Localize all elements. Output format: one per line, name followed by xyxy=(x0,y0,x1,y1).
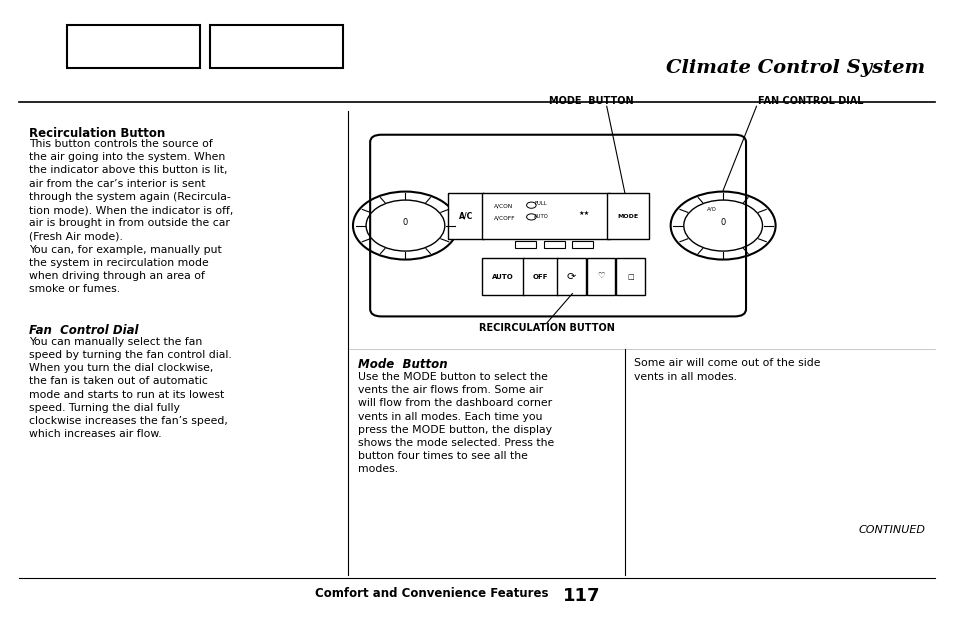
Bar xyxy=(543,241,564,248)
Bar xyxy=(515,241,536,248)
Text: FULL: FULL xyxy=(534,201,546,206)
Text: A/O: A/O xyxy=(706,206,716,211)
FancyBboxPatch shape xyxy=(448,193,483,239)
Text: 0: 0 xyxy=(402,218,408,227)
Text: AUTO: AUTO xyxy=(492,274,513,279)
FancyBboxPatch shape xyxy=(67,25,200,68)
Text: ♡: ♡ xyxy=(597,272,604,281)
Bar xyxy=(572,241,593,248)
Text: Use the MODE button to select the
vents the air flows from. Some air
will flow f: Use the MODE button to select the vents … xyxy=(357,372,554,475)
Text: ⟳: ⟳ xyxy=(566,271,576,282)
Text: AUTO: AUTO xyxy=(534,214,548,219)
Text: Recirculation Button: Recirculation Button xyxy=(29,127,165,140)
Text: Climate Control System: Climate Control System xyxy=(665,59,924,77)
FancyBboxPatch shape xyxy=(481,258,523,295)
Text: ★★: ★★ xyxy=(578,211,590,216)
FancyBboxPatch shape xyxy=(370,135,745,316)
FancyBboxPatch shape xyxy=(210,25,343,68)
FancyBboxPatch shape xyxy=(606,193,648,239)
Text: 0: 0 xyxy=(720,218,725,227)
FancyBboxPatch shape xyxy=(481,193,609,239)
FancyBboxPatch shape xyxy=(522,258,558,295)
FancyBboxPatch shape xyxy=(557,258,585,295)
Text: MODE  BUTTON: MODE BUTTON xyxy=(549,96,633,106)
Text: A/COFF: A/COFF xyxy=(494,215,516,220)
Text: FAN CONTROL DIAL: FAN CONTROL DIAL xyxy=(758,96,863,106)
Text: Comfort and Convenience Features: Comfort and Convenience Features xyxy=(314,587,548,600)
Text: Fan  Control Dial: Fan Control Dial xyxy=(29,324,138,337)
Text: Some air will come out of the side
vents in all modes.: Some air will come out of the side vents… xyxy=(634,358,820,382)
Text: CONTINUED: CONTINUED xyxy=(858,525,924,535)
Text: 117: 117 xyxy=(562,587,599,605)
FancyBboxPatch shape xyxy=(586,258,615,295)
Text: OFF: OFF xyxy=(532,274,548,279)
Text: MODE: MODE xyxy=(617,214,638,219)
Text: Mode  Button: Mode Button xyxy=(357,358,447,371)
Text: This button controls the source of
the air going into the system. When
the indic: This button controls the source of the a… xyxy=(29,139,233,294)
Text: RECIRCULATION BUTTON: RECIRCULATION BUTTON xyxy=(478,323,614,333)
Text: You can manually select the fan
speed by turning the fan control dial.
When you : You can manually select the fan speed by… xyxy=(29,337,232,439)
FancyBboxPatch shape xyxy=(616,258,644,295)
Text: A/CON: A/CON xyxy=(494,203,513,208)
Text: □: □ xyxy=(627,274,633,279)
Text: A/C: A/C xyxy=(458,212,473,221)
